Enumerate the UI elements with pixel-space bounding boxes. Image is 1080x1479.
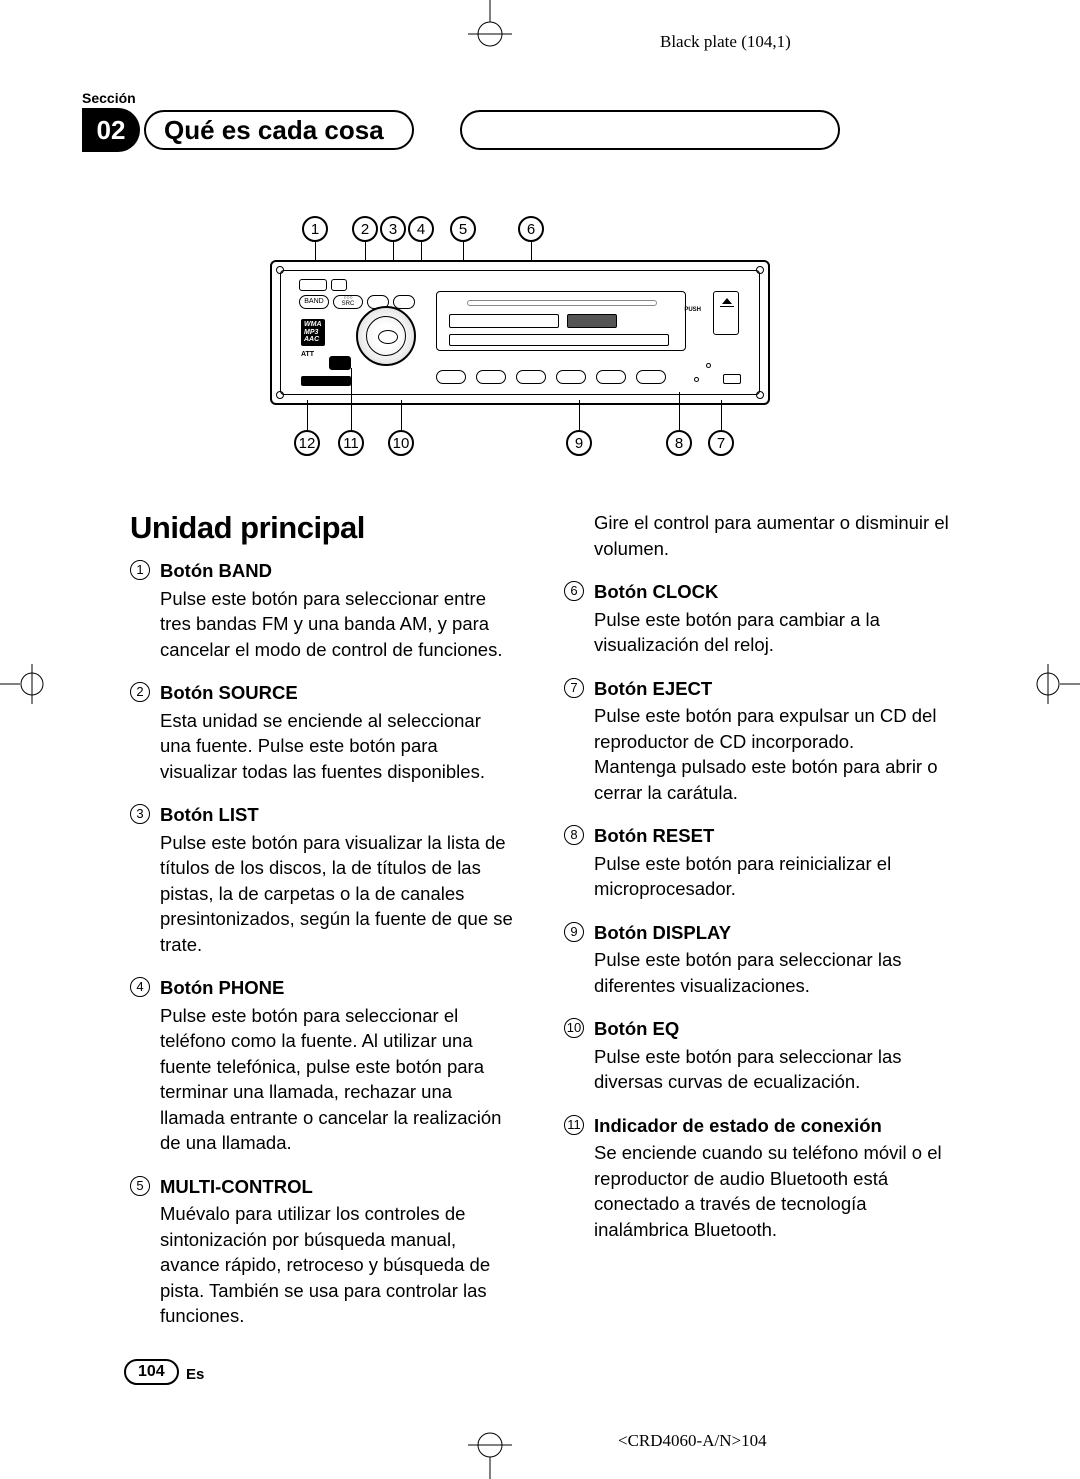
cropmark-left [0, 654, 44, 719]
callout-9: 9 [566, 430, 592, 456]
item-body: Esta unidad se enciende al seleccionar u… [130, 708, 516, 785]
item-number: 6 [564, 581, 584, 601]
item-body: Pulse este botón para seleccionar entre … [130, 586, 516, 663]
item-body: Pulse este botón para expulsar un CD del… [564, 703, 950, 805]
col2-lead-text: Gire el control para aumentar o disminui… [564, 510, 950, 561]
item-body: Pulse este botón para visualizar la list… [130, 830, 516, 958]
item-title: Indicador de estado de conexión [594, 1113, 882, 1139]
item-number: 3 [130, 804, 150, 824]
right-column: Gire el control para aumentar o disminui… [564, 510, 950, 1347]
callout-3: 3 [380, 216, 406, 242]
chapter-number-badge: 02 [82, 108, 140, 152]
description-item: 5 MULTI-CONTROLMuévalo para utilizar los … [130, 1174, 516, 1329]
item-body: Pulse este botón para seleccionar las di… [564, 947, 950, 998]
description-item: 6 Botón CLOCKPulse este botón para cambia… [564, 579, 950, 658]
device-body: BAND ○○○SRC WMA MP3 AAC ATT [270, 260, 770, 405]
page-number: 104 [124, 1359, 179, 1385]
item-title: Botón EQ [594, 1016, 679, 1042]
cropmark-top [460, 0, 520, 50]
callout-2: 2 [352, 216, 378, 242]
callout-1: 1 [302, 216, 328, 242]
callout-4: 4 [408, 216, 434, 242]
left-column: Unidad principal 1Botón BANDPulse este b… [130, 510, 516, 1347]
item-number: 5 [130, 1176, 150, 1196]
item-title: Botón DISPLAY [594, 920, 731, 946]
item-number: 9 [564, 922, 584, 942]
doc-code: <CRD4060-A/N>104 [618, 1431, 767, 1451]
cropmark-bottom [460, 1429, 520, 1479]
item-number: 11 [564, 1115, 584, 1135]
callout-6: 6 [518, 216, 544, 242]
item-title: Botón PHONE [160, 975, 284, 1001]
item-number: 4 [130, 977, 150, 997]
empty-pill [460, 110, 840, 150]
description-item: 11 Indicador de estado de conexiónSe enci… [564, 1113, 950, 1243]
item-title: Botón RESET [594, 823, 714, 849]
item-title: Botón SOURCE [160, 680, 298, 706]
item-number: 7 [564, 678, 584, 698]
description-item: 10 Botón EQPulse este botón para seleccio… [564, 1016, 950, 1095]
cropmark-right [1036, 654, 1080, 719]
format-badge: WMA MP3 AAC [301, 319, 325, 346]
item-title: Botón BAND [160, 558, 272, 584]
eject-button [713, 291, 739, 335]
item-number: 8 [564, 825, 584, 845]
item-body: Muévalo para utilizar los controles de s… [130, 1201, 516, 1329]
item-number: 1 [130, 560, 150, 580]
callout-10: 10 [388, 430, 414, 456]
description-item: 3 Botón LISTPulse este botón para visuali… [130, 802, 516, 957]
description-item: 8 Botón RESETPulse este botón para reinic… [564, 823, 950, 902]
lang-code: Es [186, 1366, 204, 1383]
item-body: Pulse este botón para seleccionar las di… [564, 1044, 950, 1095]
item-number: 10 [564, 1018, 584, 1038]
item-title: Botón CLOCK [594, 579, 718, 605]
item-body: Pulse este botón para seleccionar el tel… [130, 1003, 516, 1156]
section-label: Sección [82, 90, 136, 106]
device-diagram: 1 2 3 4 5 6 BAND ○○○SRC WMA MP3 AAC ATT [270, 200, 770, 490]
description-item: 1 Botón BANDPulse este botón para selecci… [130, 558, 516, 662]
multi-control-dial [356, 306, 416, 366]
callout-5: 5 [450, 216, 476, 242]
item-body: Pulse este botón para cambiar a la visua… [564, 607, 950, 658]
item-title: Botón LIST [160, 802, 259, 828]
description-item: 7 Botón EJECTPulse este botón para expuls… [564, 676, 950, 806]
content-columns: Unidad principal 1Botón BANDPulse este b… [130, 510, 950, 1347]
description-item: 9 Botón DISPLAYPulse este botón para sele… [564, 920, 950, 999]
plate-info: Black plate (104,1) [660, 32, 791, 52]
chapter-title-pill: Qué es cada cosa [144, 110, 414, 150]
description-item: 4 Botón PHONEPulse este botón para selecc… [130, 975, 516, 1156]
callout-11: 11 [338, 430, 364, 456]
callout-8: 8 [666, 430, 692, 456]
description-item: 2 Botón SOURCEEsta unidad se enciende al … [130, 680, 516, 784]
item-body: Pulse este botón para reinicializar el m… [564, 851, 950, 902]
item-title: MULTI-CONTROL [160, 1174, 313, 1200]
item-body: Se enciende cuando su teléfono móvil o e… [564, 1140, 950, 1242]
callout-7: 7 [708, 430, 734, 456]
display-screen [436, 291, 686, 351]
callout-12: 12 [294, 430, 320, 456]
item-number: 2 [130, 682, 150, 702]
item-title: Botón EJECT [594, 676, 712, 702]
main-heading: Unidad principal [130, 510, 516, 546]
